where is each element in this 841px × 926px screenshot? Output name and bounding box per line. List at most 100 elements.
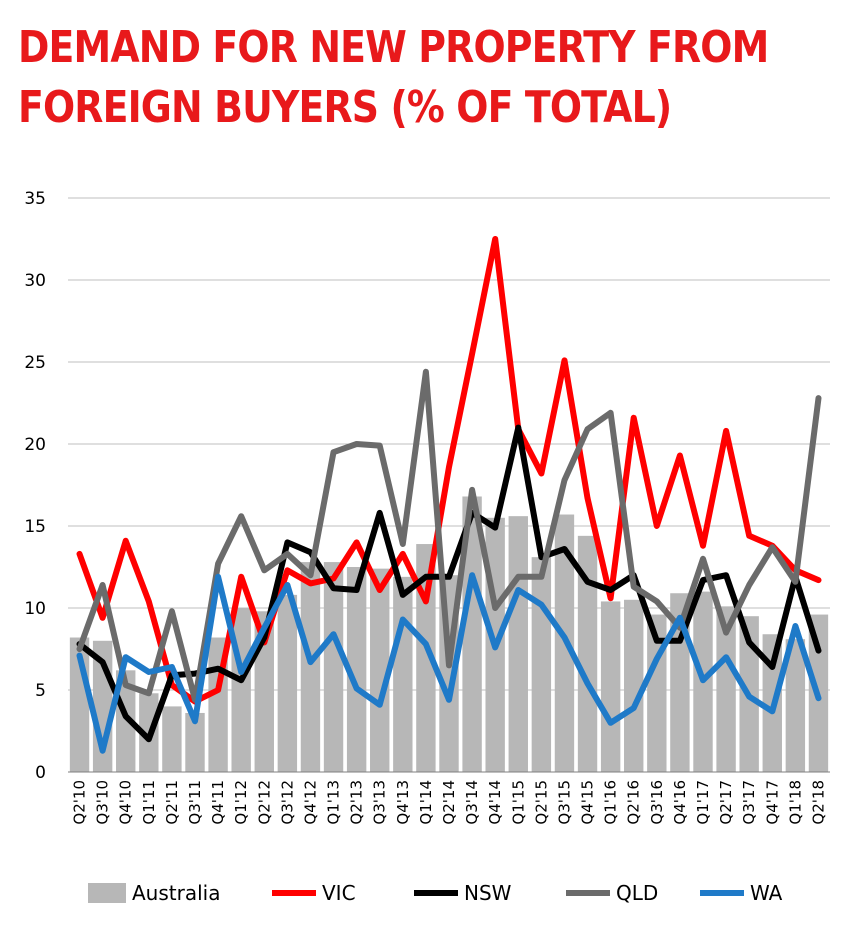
point-qld-q3-16	[654, 599, 660, 604]
point-wa-q3-12	[285, 582, 290, 588]
x-tick-label-q3-16: Q3'16	[648, 780, 666, 825]
point-nsw-q3-12	[285, 540, 290, 545]
x-tick-label-q3-12: Q3'12	[278, 780, 296, 825]
point-qld-q3-17	[746, 582, 752, 588]
legend-label-vic: VIC	[322, 881, 356, 905]
point-wa-q1-13	[331, 632, 336, 637]
y-tick-label-35: 35	[24, 189, 46, 209]
point-qld-q2-10	[77, 646, 82, 652]
point-vic-q3-10	[100, 615, 105, 621]
x-tick-label-q4-16: Q4'16	[671, 780, 689, 825]
bar-australia-q4-10	[116, 670, 136, 772]
point-qld-q3-14	[469, 487, 475, 493]
point-vic-q1-14	[423, 599, 429, 604]
legend-swatch-australia	[88, 883, 126, 903]
x-tick-label-q2-12: Q2'12	[255, 780, 273, 825]
point-nsw-q3-13	[377, 510, 382, 516]
bar-australia-q2-15	[531, 557, 552, 772]
point-vic-q2-15	[539, 471, 544, 476]
point-vic-q2-17	[723, 428, 729, 434]
point-wa-q2-12	[262, 625, 267, 630]
point-qld-q2-17	[723, 630, 729, 635]
point-qld-q1-18	[793, 579, 798, 584]
point-vic-q3-12	[285, 568, 290, 573]
point-wa-q4-13	[400, 617, 406, 622]
legend-line-vic	[272, 890, 316, 896]
point-qld-q2-12	[262, 568, 267, 573]
point-wa-q4-16	[677, 615, 683, 621]
x-tick-label-q3-15: Q3'15	[555, 780, 573, 825]
x-tick-label-q1-17: Q1'17	[694, 780, 712, 825]
point-wa-q1-18	[793, 623, 798, 629]
bar-australia-q4-13	[393, 576, 413, 772]
point-nsw-q2-13	[354, 587, 359, 593]
x-tick-label-q3-10: Q3'10	[94, 780, 112, 825]
x-tick-label-q1-18: Q1'18	[786, 780, 804, 825]
point-vic-q3-13	[377, 587, 382, 593]
point-vic-q4-14	[492, 236, 498, 242]
point-wa-q4-12	[308, 659, 313, 665]
bar-australia-q2-17	[716, 606, 736, 772]
x-tick-label-q1-12: Q1'12	[232, 780, 250, 825]
point-wa-q2-15	[539, 602, 544, 607]
chart-title-line-2: FOREIGN BUYERS (% OF TOTAL)	[18, 82, 672, 133]
point-vic-q4-12	[308, 581, 313, 586]
y-axis: 0 5 10 15 20 25 30 35	[24, 189, 46, 783]
point-nsw-q4-11	[215, 666, 221, 671]
x-tick-label-q1-14: Q1'14	[417, 780, 435, 825]
point-vic-q3-17	[746, 533, 752, 539]
point-qld-q1-11	[146, 691, 152, 696]
point-wa-q2-14	[446, 697, 452, 703]
x-tick-label-q2-17: Q2'17	[717, 780, 735, 825]
point-qld-q1-15	[516, 574, 521, 580]
x-tick-label-q4-11: Q4'11	[209, 780, 227, 825]
point-nsw-q4-17	[770, 664, 775, 670]
point-qld-q2-15	[539, 574, 544, 580]
y-tick-label-0: 0	[35, 763, 46, 783]
legend-label-qld: QLD	[616, 881, 659, 905]
point-wa-q4-10	[123, 655, 128, 660]
point-vic-q4-13	[400, 551, 406, 557]
point-vic-q4-15	[585, 495, 590, 501]
point-qld-q2-13	[354, 441, 359, 447]
y-tick-label-20: 20	[24, 435, 46, 455]
y-tick-label-5: 5	[35, 681, 46, 701]
point-vic-q2-16	[631, 415, 636, 420]
point-nsw-q1-11	[146, 737, 152, 742]
bar-australia-q3-12	[277, 594, 298, 772]
x-tick-label-q2-16: Q2'16	[625, 780, 643, 825]
point-wa-q3-10	[100, 748, 105, 753]
x-tick-label-q3-13: Q3'13	[371, 780, 389, 825]
point-qld-q4-14	[492, 605, 498, 611]
point-nsw-q3-15	[562, 546, 567, 552]
point-qld-q2-18	[816, 395, 821, 401]
legend-label-nsw: NSW	[464, 881, 512, 905]
point-nsw-q3-16	[654, 638, 660, 643]
y-tick-label-15: 15	[24, 517, 46, 537]
point-qld-q4-13	[400, 541, 406, 547]
bar-australia-q3-13	[370, 568, 390, 772]
point-wa-q1-15	[516, 587, 521, 593]
x-tick-label-q2-10: Q2'10	[71, 780, 89, 825]
point-nsw-q1-16	[608, 587, 613, 593]
legend-line-wa	[700, 890, 744, 896]
point-qld-q4-12	[308, 573, 313, 578]
bar-australia-q2-11	[162, 706, 182, 772]
x-tick-label-q4-10: Q4'10	[117, 780, 135, 825]
point-nsw-q2-17	[723, 573, 729, 578]
legend-label-australia: Australia	[132, 881, 221, 905]
x-tick-label-q2-18: Q2'18	[809, 780, 827, 825]
point-nsw-q2-15	[539, 554, 544, 560]
bar-australia-q1-14	[416, 544, 436, 772]
x-tick-label-q2-14: Q2'14	[440, 780, 458, 825]
y-tick-label-30: 30	[24, 271, 46, 291]
point-vic-q2-10	[77, 551, 82, 557]
point-wa-q4-11	[215, 574, 221, 580]
x-axis: Q2'10 Q3'10 Q4'10 Q1'11 Q2'11 Q3'11 Q4'11 Q1'12…	[68, 771, 830, 825]
point-wa-q2-10	[77, 653, 82, 658]
x-tick-label-q2-11: Q2'11	[163, 780, 181, 825]
x-tick-label-q4-12: Q4'12	[301, 780, 319, 825]
point-wa-q2-18	[816, 696, 821, 701]
x-tick-label-q4-15: Q4'15	[579, 780, 597, 825]
point-vic-q1-13	[331, 576, 336, 581]
